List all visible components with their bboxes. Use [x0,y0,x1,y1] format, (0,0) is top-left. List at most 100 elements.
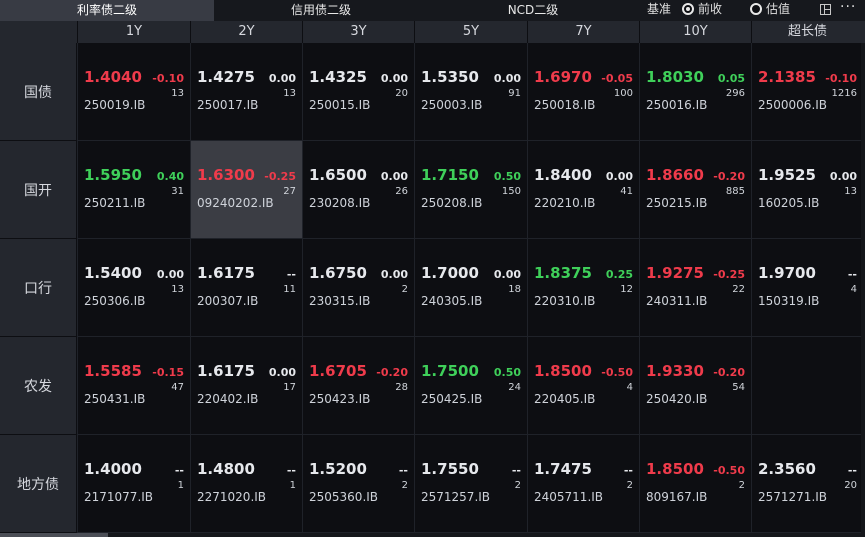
quote-cell[interactable]: 2.1385 -0.10 1216 2500006.IB [751,43,863,141]
quote-cell[interactable]: 1.8375 0.25 12 220310.IB [527,239,639,337]
bond-code: 220405.IB [534,392,596,406]
quote-cell[interactable]: 1.5585 -0.15 47 250431.IB [77,337,190,435]
quote-cell[interactable]: 1.8400 0.00 41 220210.IB [527,141,639,239]
radio-valuation-label[interactable]: 估值 [766,2,791,16]
top-toolbar: 利率债二级 信用债二级 NCD二级 基准 前收 估值 ··· [0,0,865,22]
quote-cell[interactable]: 1.8500 -0.50 2 809167.IB [639,435,751,533]
tab-ncd-secondary[interactable]: NCD二级 [507,3,559,17]
column-header[interactable]: 3Y [302,21,414,43]
quote-cell[interactable]: 1.5950 0.40 31 250211.IB [77,141,190,239]
yield-price: 1.6970 [534,68,592,86]
tab-credit-bond-secondary[interactable]: 信用债二级 [290,3,351,17]
trade-count: 13 [283,88,296,99]
scrollbar-thumb[interactable] [0,533,108,537]
yield-price: 1.6705 [309,362,367,380]
quote-cell[interactable]: 1.4325 0.00 20 250015.IB [302,43,414,141]
quote-cell[interactable]: 1.9330 -0.20 54 250420.IB [639,337,751,435]
yield-change: 0.00 [380,170,408,183]
quote-cell[interactable]: 1.6970 -0.05 100 250018.IB [527,43,639,141]
trade-count: 2 [514,480,521,491]
row-header: 口行 [0,239,76,337]
yield-change: 0.00 [156,268,184,281]
column-header[interactable]: 10Y [639,21,751,43]
vertical-scrollbar[interactable] [861,43,865,533]
quote-cell[interactable]: 2.3560 -- 20 2571271.IB [751,435,863,533]
yield-change: -0.20 [713,170,745,183]
quote-cell[interactable]: 1.6175 0.00 17 220402.IB [190,337,302,435]
quote-cell[interactable]: 1.9525 0.00 13 160205.IB [751,141,863,239]
bond-code: 220210.IB [534,196,596,210]
quote-cell[interactable]: 1.5350 0.00 91 250003.IB [414,43,527,141]
trade-count: 41 [620,186,633,197]
yield-price: 1.8030 [646,68,704,86]
corner-header [0,21,77,43]
quote-cell[interactable]: 1.5400 0.00 13 250306.IB [77,239,190,337]
yield-change: 0.00 [605,170,633,183]
quote-cell[interactable]: 1.8660 -0.20 885 250215.IB [639,141,751,239]
trade-count: 20 [395,88,408,99]
radio-prev-close[interactable] [682,3,694,15]
bond-code: 250420.IB [646,392,708,406]
column-header[interactable]: 7Y [527,21,639,43]
quote-cell[interactable]: 1.7000 0.00 18 240305.IB [414,239,527,337]
quote-cell[interactable]: 1.4040 -0.10 13 250019.IB [77,43,190,141]
quote-cell[interactable]: 1.6705 -0.20 28 250423.IB [302,337,414,435]
yield-change: 0.50 [493,366,521,379]
yield-price: 1.5585 [84,362,142,380]
yield-change: 0.00 [829,170,857,183]
quote-cell[interactable]: 1.9275 -0.25 22 240311.IB [639,239,751,337]
quote-cell[interactable]: 1.8500 -0.50 4 220405.IB [527,337,639,435]
bond-code: 2500006.IB [758,98,828,112]
column-header[interactable]: 5Y [414,21,527,43]
bond-code: 250003.IB [421,98,483,112]
quote-cell[interactable]: 1.4800 -- 1 2271020.IB [190,435,302,533]
bond-code: 09240202.IB [197,196,274,210]
bond-code: 200307.IB [197,294,259,308]
quote-cell[interactable]: 1.6750 0.00 2 230315.IB [302,239,414,337]
quote-cell[interactable]: 1.8030 0.05 296 250016.IB [639,43,751,141]
horizontal-scrollbar[interactable] [0,533,865,537]
trade-count: 31 [171,186,184,197]
bond-code: 250015.IB [309,98,371,112]
quote-cell[interactable]: 1.9700 -- 4 150319.IB [751,239,863,337]
yield-price: 1.9275 [646,264,704,282]
layout-icon[interactable] [820,4,831,15]
quote-cell[interactable]: 1.4275 0.00 13 250017.IB [190,43,302,141]
yield-price: 1.7500 [421,362,479,380]
yield-change: -- [398,464,408,477]
radio-valuation[interactable] [750,3,762,15]
trade-count: 18 [508,284,521,295]
bond-code: 2171077.IB [84,490,154,504]
quote-cell[interactable]: 1.6175 -- 11 200307.IB [190,239,302,337]
quote-cell[interactable]: 1.7150 0.50 150 250208.IB [414,141,527,239]
trade-count: 2 [401,480,408,491]
yield-price: 1.8400 [534,166,592,184]
quote-cell[interactable]: 1.4000 -- 1 2171077.IB [77,435,190,533]
yield-price: 1.4040 [84,68,142,86]
column-header[interactable]: 1Y [77,21,190,43]
yield-price: 1.6750 [309,264,367,282]
quote-cell[interactable]: 1.7500 0.50 24 250425.IB [414,337,527,435]
bond-code: 250017.IB [197,98,259,112]
quote-cell[interactable]: 1.6300 -0.25 27 09240202.IB [190,141,302,239]
quote-cell[interactable]: 1.7475 -- 2 2405711.IB [527,435,639,533]
yield-change: 0.25 [605,268,633,281]
column-header[interactable]: 2Y [190,21,302,43]
yield-price: 1.7550 [421,460,479,478]
more-icon[interactable]: ··· [840,0,857,15]
bond-code: 250208.IB [421,196,483,210]
radio-prev-close-label[interactable]: 前收 [698,2,723,16]
yield-change: -0.15 [152,366,184,379]
bond-code: 2271020.IB [197,490,267,504]
quote-cell[interactable] [751,337,863,435]
row-header: 地方债 [0,435,76,533]
yield-change: 0.40 [156,170,184,183]
quote-cell[interactable]: 1.7550 -- 2 2571257.IB [414,435,527,533]
yield-change: -- [847,268,857,281]
column-header[interactable]: 超长债 [751,21,863,43]
bond-code: 250016.IB [646,98,708,112]
quote-cell[interactable]: 1.5200 -- 2 2505360.IB [302,435,414,533]
tab-rate-bond-secondary[interactable]: 利率债二级 [0,0,214,21]
quote-cell[interactable]: 1.6500 0.00 26 230208.IB [302,141,414,239]
yield-change: -- [286,268,296,281]
